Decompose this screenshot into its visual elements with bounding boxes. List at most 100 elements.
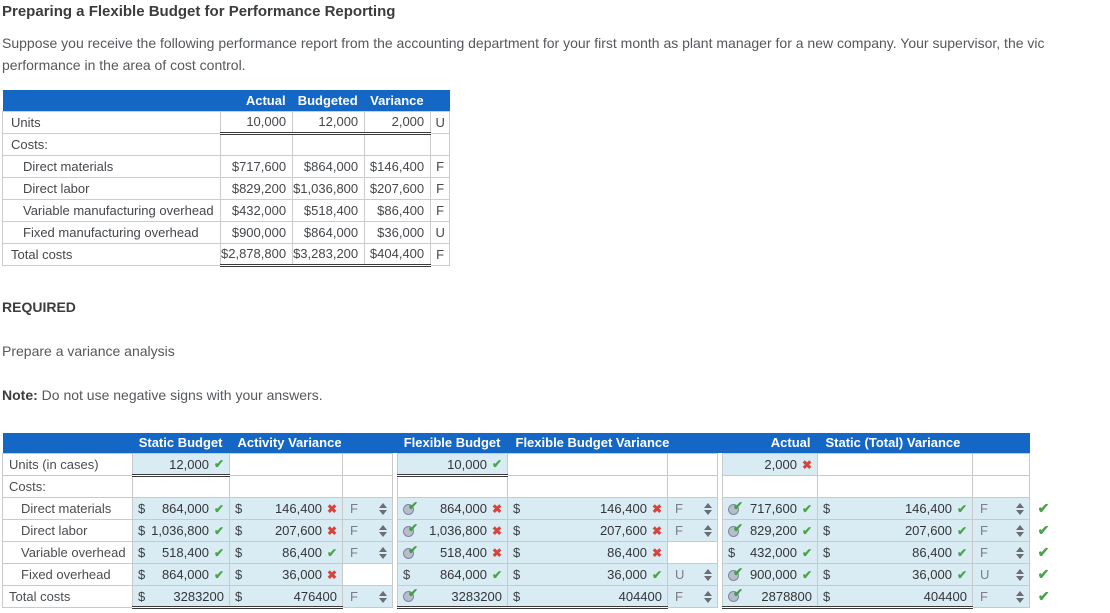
analysis-cell-fb[interactable]: 3283200 — [397, 585, 508, 609]
correct-check-icon: ✔ — [326, 545, 337, 560]
spinner-icon[interactable] — [1016, 590, 1024, 603]
analysis-cell-fb[interactable]: 1,036,800 ✖ — [397, 519, 508, 542]
analysis-cell-act[interactable]: 717,600 ✔ — [722, 497, 818, 520]
analysis-cell-av[interactable]: $476400 — [229, 585, 343, 609]
fu-selected-value: F — [675, 589, 683, 604]
fu-dropdown-fu2[interactable]: F — [667, 519, 718, 542]
analysis-cell-fb[interactable]: 864,000 ✖ — [397, 497, 508, 520]
check-badge-icon — [728, 565, 743, 582]
spinner-icon[interactable] — [704, 502, 712, 515]
report-value-cell: $900,000 — [219, 220, 294, 244]
analysis-cell-sb[interactable]: $518,400 ✔ — [132, 541, 230, 564]
analysis-cell-fbv[interactable]: $36,000 ✔ — [507, 563, 668, 586]
fu-dropdown-fu3[interactable]: F — [972, 541, 1030, 564]
entered-value: 86,400 — [607, 545, 647, 560]
dollar-sign: $ — [728, 545, 736, 560]
entered-value: 404400 — [923, 588, 967, 604]
analysis-cell-act[interactable]: 900,000 ✔ — [722, 563, 818, 586]
entered-value: 12,000 — [169, 456, 209, 472]
analysis-cell-av[interactable]: $36,000 ✖ — [229, 563, 343, 586]
entered-value: 1,036,800 — [151, 523, 209, 538]
analysis-cell-act[interactable]: 2878800 — [722, 585, 818, 609]
spinner-icon[interactable] — [379, 546, 387, 559]
incorrect-x-icon: ✖ — [326, 523, 337, 538]
analysis-row-label: Direct materials — [2, 497, 133, 520]
analysis-cell-act[interactable]: 2,000 ✖ — [722, 453, 818, 476]
analysis-cell-fb[interactable]: 518,400 ✖ — [397, 541, 508, 564]
analysis-cell-fu1 — [342, 475, 393, 498]
analysis-cell-fbv[interactable]: $207,600 ✖ — [507, 519, 668, 542]
fu-selected-value: F — [350, 589, 358, 604]
fu-dropdown-fu1[interactable]: F — [342, 497, 393, 520]
analysis-cell-sb — [132, 475, 230, 498]
analysis-cell-sb[interactable]: $1,036,800 ✔ — [132, 519, 230, 542]
analysis-cell-fb[interactable]: $864,000 ✔ — [397, 563, 508, 586]
entered-value: 207,600 — [599, 523, 647, 538]
entered-value: 864,000 — [161, 501, 209, 516]
analysis-cell-stv[interactable]: $86,400 ✔ — [817, 541, 973, 564]
spinner-icon[interactable] — [1016, 502, 1024, 515]
dollar-sign: $ — [138, 545, 146, 560]
dollar-sign: $ — [235, 545, 243, 560]
report-value-cell: $3,283,200 — [292, 242, 366, 267]
spinner-icon[interactable] — [1016, 568, 1024, 581]
analysis-cell-sb[interactable]: $864,000 ✔ — [132, 497, 230, 520]
entered-value: 86,400 — [282, 545, 322, 560]
entered-value: 2878800 — [761, 588, 812, 604]
analysis-cell-fbv[interactable]: $404400 — [507, 585, 668, 609]
spinner-icon[interactable] — [1016, 546, 1024, 559]
fu-dropdown-fu3[interactable]: U — [972, 563, 1030, 586]
column-gap — [717, 541, 723, 564]
row-correct-check-icon: ✔ — [1029, 563, 1058, 586]
spinner-icon[interactable] — [379, 524, 387, 537]
analysis-cell-sb[interactable]: $864,000 ✔ — [132, 563, 230, 586]
spinner-icon[interactable] — [704, 568, 712, 581]
entered-value: 146,400 — [274, 501, 322, 516]
analysis-cell-act[interactable]: $432,000 ✔ — [722, 541, 818, 564]
dollar-sign: $ — [513, 588, 521, 604]
spinner-icon[interactable] — [379, 502, 387, 515]
analysis-cell-fb[interactable]: 10,000 ✔ — [397, 453, 508, 477]
spinner-icon[interactable] — [379, 590, 387, 603]
incorrect-x-icon: ✖ — [491, 523, 502, 538]
analysis-row: Variable overhead $518,400 ✔ $86,400 ✔ F 518,4… — [2, 541, 1058, 564]
report-value-cell: $146,400 — [364, 154, 432, 178]
incorrect-x-icon: ✖ — [801, 457, 812, 472]
spinner-icon[interactable] — [704, 524, 712, 537]
fu-dropdown-fu3[interactable]: F — [972, 497, 1030, 520]
fu-dropdown-fu3[interactable]: F — [972, 585, 1030, 608]
correct-check-icon: ✔ — [956, 545, 967, 560]
analysis-cell-act[interactable]: 829,200 ✔ — [722, 519, 818, 542]
row-correct-check-icon: ✔ — [1029, 519, 1058, 542]
analysis-cell-av[interactable]: $86,400 ✔ — [229, 541, 343, 564]
spinner-icon[interactable] — [704, 590, 712, 603]
column-gap — [392, 453, 398, 476]
fu-dropdown-fu1[interactable]: F — [342, 519, 393, 542]
report-row: Variable manufacturing overhead $432,000 $… — [2, 198, 451, 222]
fu-selected-value: U — [980, 567, 990, 582]
analysis-header-check-spacer — [1030, 433, 1058, 454]
analysis-row-label: Variable overhead — [2, 541, 133, 564]
analysis-cell-av[interactable]: $207,600 ✖ — [229, 519, 343, 542]
spinner-icon[interactable] — [1016, 524, 1024, 537]
fu-dropdown-fu2[interactable]: U — [667, 563, 718, 586]
fu-dropdown-fu1[interactable]: F — [342, 541, 393, 564]
fu-dropdown-fu3[interactable]: F — [972, 519, 1030, 542]
analysis-cell-stv[interactable]: $404400 — [817, 585, 973, 609]
analysis-cell-stv[interactable]: $36,000 ✔ — [817, 563, 973, 586]
fu-dropdown-fu2[interactable]: F — [667, 497, 718, 520]
analysis-cell-av[interactable]: $146,400 ✖ — [229, 497, 343, 520]
analysis-row: Direct labor $1,036,800 ✔ $207,600 ✖ F 1,036,8… — [2, 519, 1058, 542]
analysis-cell-sb[interactable]: $3283200 — [132, 585, 230, 609]
report-header-actual: Actual — [220, 90, 293, 111]
fu-dropdown-fu1[interactable]: F — [342, 585, 393, 608]
analysis-cell-fbv[interactable]: $86,400 ✖ — [507, 541, 668, 564]
analysis-cell-stv[interactable]: $146,400 ✔ — [817, 497, 973, 520]
analysis-cell-sb[interactable]: 12,000 ✔ — [132, 453, 230, 477]
analysis-cell-fbv[interactable]: $146,400 ✖ — [507, 497, 668, 520]
incorrect-x-icon: ✖ — [326, 567, 337, 582]
analysis-cell-stv[interactable]: $207,600 ✔ — [817, 519, 973, 542]
fu-dropdown-fu2[interactable]: F — [667, 585, 718, 608]
report-fu-flag: F — [430, 154, 451, 178]
report-fu-flag: U — [430, 110, 451, 134]
